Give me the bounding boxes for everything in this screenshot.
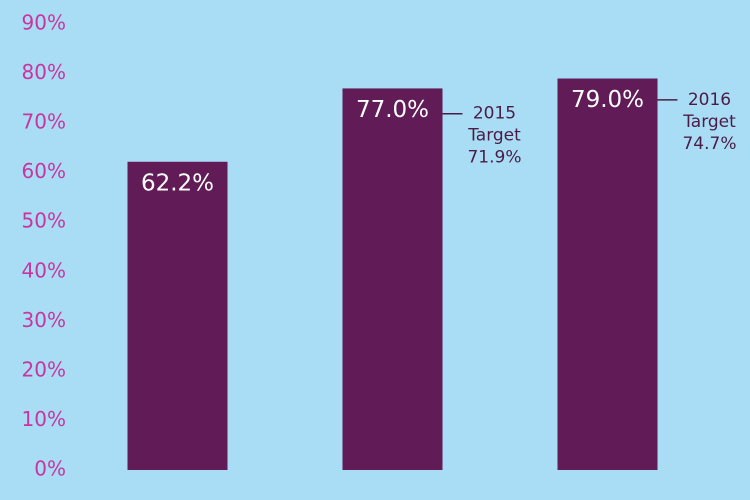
y-tick-label: 50% bbox=[22, 209, 66, 233]
y-tick-label: 20% bbox=[22, 357, 66, 381]
value-label: 77.0% bbox=[356, 97, 429, 123]
y-tick-label: 90% bbox=[22, 11, 66, 35]
bar bbox=[127, 161, 228, 470]
y-tick-label: 70% bbox=[22, 110, 66, 134]
y-tick-label: 30% bbox=[22, 308, 66, 332]
target-label: 71.9% bbox=[467, 148, 521, 168]
bar bbox=[557, 78, 658, 470]
bar bbox=[342, 88, 443, 470]
y-tick-label: 10% bbox=[22, 407, 66, 431]
y-tick-label: 80% bbox=[22, 60, 66, 84]
target-label: 2016 bbox=[688, 90, 731, 110]
target-label: 74.7% bbox=[682, 134, 736, 154]
y-tick-label: 40% bbox=[22, 258, 66, 282]
target-label: Target bbox=[467, 126, 521, 146]
value-label: 79.0% bbox=[571, 87, 644, 113]
y-tick-label: 0% bbox=[34, 457, 66, 481]
value-label: 62.2% bbox=[141, 170, 214, 196]
target-label: 2015 bbox=[473, 104, 516, 124]
target-label: Target bbox=[682, 112, 736, 132]
y-tick-label: 60% bbox=[22, 159, 66, 183]
